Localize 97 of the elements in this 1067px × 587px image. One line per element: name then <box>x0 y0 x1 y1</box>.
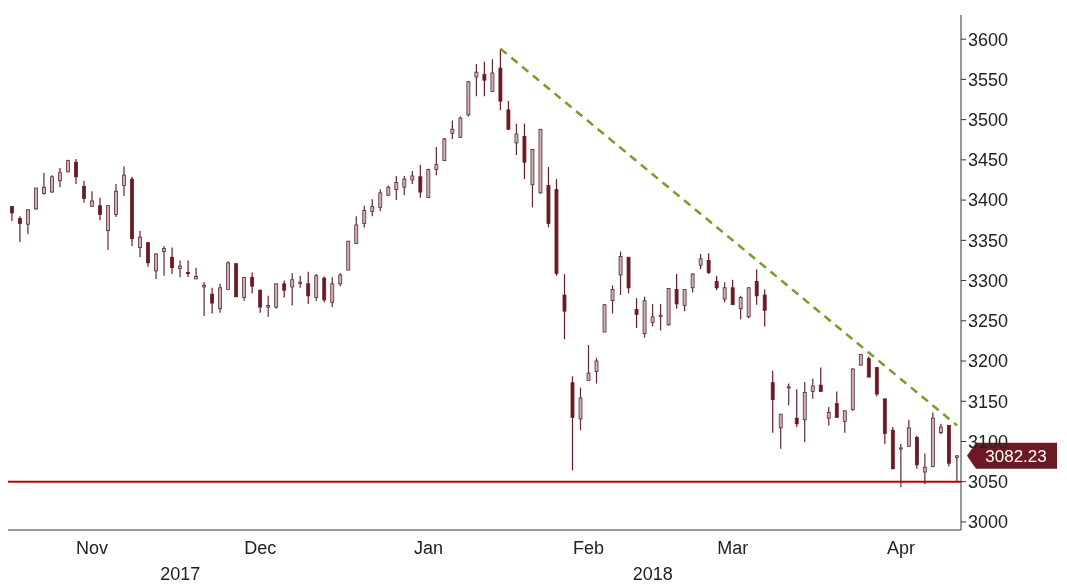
candlestick <box>786 382 791 406</box>
y-tick-label: 3150 <box>968 391 1009 412</box>
candlestick <box>722 281 727 303</box>
candlestick <box>18 215 22 243</box>
candlestick <box>562 273 567 340</box>
text: 2018 <box>632 564 673 584</box>
candlestick <box>210 287 215 315</box>
y-tick-label: 3500 <box>968 110 1009 130</box>
candlestick <box>578 386 583 431</box>
candlestick <box>954 454 959 482</box>
candlestick <box>306 271 311 305</box>
candlestick <box>506 100 511 131</box>
candlestick <box>154 252 158 280</box>
candlestick <box>74 158 78 185</box>
candlestick <box>378 189 383 212</box>
text: 2017 <box>160 564 201 584</box>
x-tick-label: Dec <box>244 538 277 558</box>
candlestick <box>442 137 447 162</box>
candlestick <box>114 183 118 218</box>
candlestick <box>866 355 871 378</box>
candlestick <box>146 241 150 268</box>
candlestick <box>322 275 327 303</box>
candlestick <box>490 58 495 93</box>
candlestick <box>810 378 815 400</box>
candlestick <box>706 252 711 275</box>
candlestick <box>418 164 423 199</box>
y-tick-label: 3300 <box>968 270 1009 291</box>
candlestick <box>162 245 166 277</box>
candlestick <box>178 259 182 278</box>
x-tick-label: Jan <box>413 538 443 558</box>
candlestick <box>682 288 687 312</box>
y-tick-label: 3250 <box>968 311 1009 332</box>
x-tick-label: Feb <box>573 538 605 558</box>
candlestick <box>826 406 831 426</box>
y-tick-label: 3400 <box>968 190 1009 211</box>
candlestick <box>650 303 655 328</box>
candlestick <box>354 215 359 245</box>
candlestick <box>266 295 271 318</box>
candlestick <box>34 187 38 211</box>
candlestick <box>314 273 319 302</box>
candlestick <box>762 288 767 328</box>
candlestick <box>634 297 639 329</box>
candlestick <box>674 273 679 310</box>
candlestick <box>58 167 62 188</box>
candlestick <box>834 390 839 418</box>
candlestick <box>218 283 223 314</box>
candlestick <box>906 419 911 447</box>
candlestick <box>474 63 479 97</box>
candlestick <box>450 119 455 140</box>
candlestick <box>402 175 407 196</box>
candlestick <box>618 250 623 296</box>
y-tick-label: 3000 <box>968 512 1009 533</box>
candlestick <box>922 452 927 485</box>
candlestick <box>818 366 823 393</box>
candlestick <box>778 413 783 450</box>
candlestick <box>258 288 263 314</box>
candlestick <box>514 123 519 156</box>
candlestick <box>98 197 102 221</box>
candlestick <box>434 146 439 176</box>
candlestick <box>730 279 735 306</box>
candlestick <box>290 272 295 307</box>
x-tick-label: Apr <box>886 538 915 558</box>
candlestick <box>202 281 206 317</box>
candlestick <box>90 190 94 208</box>
candlestick <box>482 61 487 97</box>
candlestick <box>138 230 142 258</box>
candlestick <box>658 303 663 332</box>
candlestick <box>362 205 367 229</box>
y-tick-label: 3450 <box>968 150 1009 171</box>
y-tick-label: 3550 <box>968 69 1009 90</box>
candlestick <box>738 295 743 320</box>
y-tick-label: 3200 <box>968 351 1009 372</box>
y-tick-label: 3350 <box>968 230 1009 251</box>
y-tick-label: 3050 <box>968 472 1009 493</box>
candlestick <box>186 259 190 278</box>
candlestick <box>794 388 799 428</box>
candlestick <box>898 443 903 488</box>
candlestick <box>122 165 126 197</box>
candlestick <box>170 246 174 275</box>
candlestick <box>330 276 335 308</box>
candlestick <box>26 209 30 235</box>
candlestick <box>394 175 399 201</box>
candlestick <box>194 267 198 280</box>
candlestick <box>82 180 86 204</box>
candlestick <box>842 409 847 434</box>
candlestick <box>274 283 279 310</box>
candlestick <box>770 370 775 434</box>
candlestick <box>250 271 255 295</box>
candlestick <box>754 268 759 306</box>
candlestick <box>586 344 591 381</box>
candlestick <box>690 272 695 294</box>
candlestick <box>242 276 247 302</box>
candlestick <box>610 284 615 315</box>
x-tick-label: Mar <box>717 538 749 558</box>
candlestick <box>594 357 599 385</box>
x-tick-label: Nov <box>76 538 109 558</box>
y-tick-label: 3600 <box>968 29 1009 50</box>
